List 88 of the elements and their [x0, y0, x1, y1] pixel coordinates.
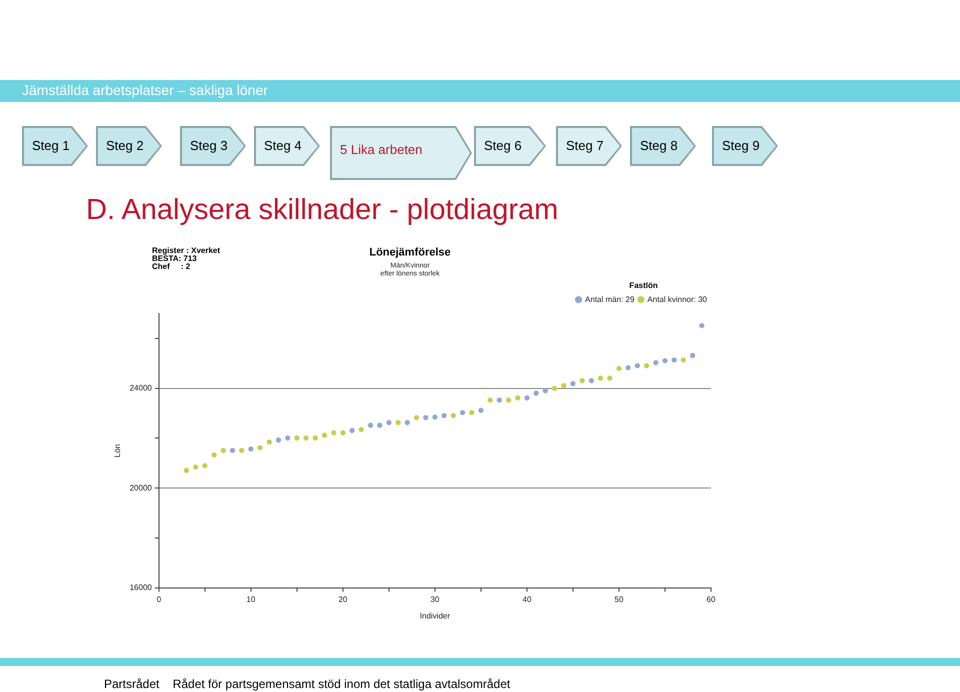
x-tick-label: 60: [706, 594, 716, 604]
point: [386, 420, 392, 426]
point: [469, 410, 474, 416]
point: [506, 398, 512, 403]
point: [488, 398, 493, 403]
point: [542, 388, 548, 394]
point: [442, 412, 447, 418]
point: [340, 430, 346, 436]
chart-title: Lönejämförelse: [369, 246, 451, 259]
x-tick-label: 50: [614, 594, 624, 604]
point: [626, 365, 631, 370]
point: [598, 376, 604, 381]
point: [377, 422, 382, 428]
point: [699, 322, 704, 328]
x-tick-label: 30: [430, 594, 440, 604]
text: Partsrådet Rådet för partsgemensamt stöd inom det statliga avtalsområdet: [104, 677, 510, 691]
x-tick-label: 0: [156, 594, 162, 604]
point: [230, 448, 236, 454]
point: [358, 426, 364, 432]
point: [276, 437, 282, 443]
text: BESTA: 713: [152, 254, 197, 263]
point: [184, 468, 190, 473]
point: [524, 395, 530, 400]
text: Jämställda arbetsplatser – sakliga löner: [22, 82, 268, 98]
point: [423, 414, 428, 420]
legend-title: Fastlön: [629, 281, 658, 290]
text: Steg 3: [190, 138, 228, 153]
point: [193, 464, 198, 470]
y-tick-label: 24000: [130, 384, 152, 393]
point: [552, 386, 558, 391]
point: [478, 408, 484, 413]
text: Chef : 2: [152, 262, 190, 271]
point: [450, 412, 456, 418]
point: [368, 422, 374, 428]
point: [248, 446, 254, 452]
point: [266, 439, 272, 445]
point: [570, 381, 576, 386]
text: Steg 6: [484, 138, 522, 153]
x-tick-label: 10: [246, 594, 256, 604]
point: [202, 463, 208, 468]
x-tick-label: 20: [338, 594, 348, 604]
legend-label: Antal kvinnor: 30: [647, 294, 708, 304]
y-axis-title: Lön: [113, 444, 122, 458]
point: [285, 435, 290, 441]
point: [414, 414, 420, 420]
text: Steg 4: [264, 138, 302, 153]
point: [350, 428, 355, 434]
point: [312, 435, 318, 441]
text: 5 Lika arbeten: [340, 142, 422, 157]
text: Steg 1: [32, 138, 70, 153]
text: Register : Xverket: [152, 246, 220, 255]
text: Steg 8: [640, 138, 678, 153]
point: [672, 357, 677, 363]
point: [515, 395, 520, 400]
point: [257, 445, 263, 450]
x-tick-label: 40: [522, 594, 532, 604]
x-axis-title: Individer: [420, 611, 450, 620]
point: [653, 360, 658, 366]
point: [331, 430, 336, 436]
text: D. Analysera skillnader - plotdiagram: [86, 194, 558, 227]
point: [634, 363, 640, 368]
point: [404, 420, 410, 426]
text: Steg 2: [106, 138, 144, 153]
y-tick-label: 20000: [130, 483, 152, 492]
point: [644, 363, 650, 368]
point: [680, 357, 686, 363]
point: [588, 378, 594, 384]
point: [460, 410, 466, 416]
point: [220, 448, 226, 454]
point: [561, 383, 566, 388]
point: [239, 448, 244, 454]
point: [294, 435, 300, 441]
point: [432, 414, 438, 420]
point: [211, 452, 217, 458]
point: [303, 435, 309, 441]
point: [534, 390, 539, 396]
point: [580, 378, 585, 384]
text: Steg 9: [722, 138, 760, 153]
point: [322, 432, 328, 438]
point: [496, 398, 502, 403]
point: [662, 358, 668, 364]
text: Steg 7: [566, 138, 604, 153]
point: [690, 352, 696, 358]
legend-label: Antal män: 29: [585, 294, 635, 304]
point: [616, 366, 622, 372]
point: [607, 376, 612, 381]
point: [396, 420, 401, 426]
y-tick-label: 16000: [130, 583, 152, 592]
